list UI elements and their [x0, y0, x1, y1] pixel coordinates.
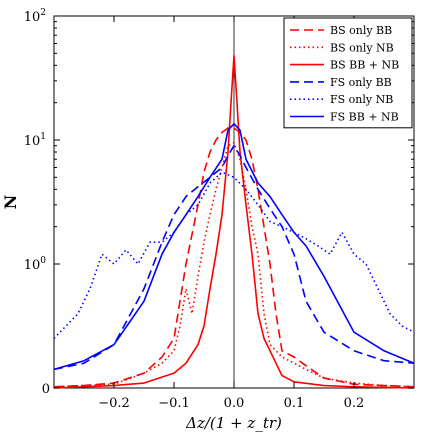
series-line-6 — [53, 123, 415, 371]
x-tick-label: 0.2 — [344, 396, 365, 411]
x-tick-label: 0.1 — [284, 396, 305, 411]
plot-area: −0.2 −0.1 0.0 0.1 0.2 0 100 101 102 — [24, 8, 415, 411]
y-tick-label: 100 — [24, 256, 47, 273]
y-axis-label: N — [1, 195, 20, 210]
x-tick-label: −0.2 — [98, 396, 130, 411]
series-line-4 — [53, 144, 415, 371]
x-axis-label: Δz/(1 + z_tr) — [185, 414, 282, 432]
legend-box — [283, 17, 413, 129]
legend-label: FS BB + NB — [330, 111, 399, 124]
y-tick-label: 101 — [24, 132, 46, 149]
y-tick-label: 0 — [42, 382, 50, 397]
legend-label: BS only NB — [330, 41, 394, 54]
x-tick-label: 0.0 — [224, 396, 245, 411]
series-line-1 — [53, 127, 415, 388]
legend-label: FS only NB — [330, 93, 393, 106]
tick-layer: −0.2 −0.1 0.0 0.1 0.2 0 100 101 102 — [24, 8, 414, 411]
x-tick-label: −0.1 — [158, 396, 190, 411]
legend-label: FS only BB — [330, 76, 392, 89]
legend: BS only BB BS only NB BS BB + NB FS only BB… — [283, 17, 413, 129]
series-layer — [53, 54, 415, 389]
series-line-3 — [53, 54, 415, 389]
legend-label: BS only BB — [330, 24, 392, 37]
legend-label: BS BB + NB — [330, 59, 399, 72]
y-tick-label: 102 — [24, 8, 46, 25]
